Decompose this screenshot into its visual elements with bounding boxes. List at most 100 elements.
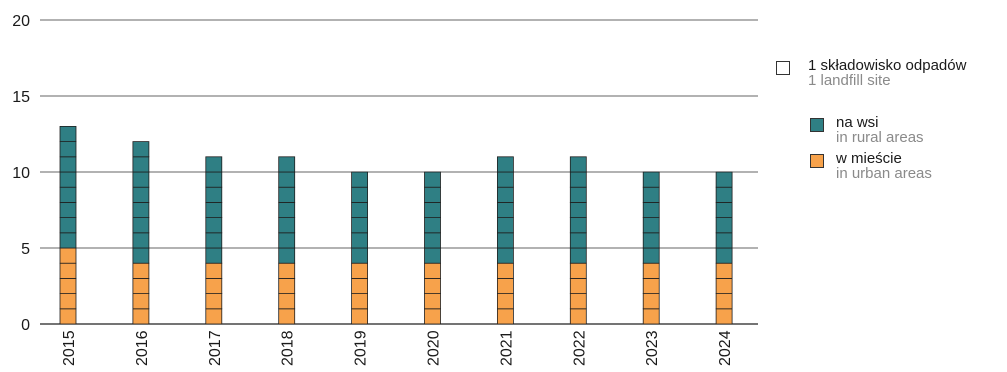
bar-unit-square [496, 308, 514, 325]
bar-unit-square [205, 277, 223, 294]
x-tick-label: 2018 [280, 330, 297, 366]
bar-unit-square [569, 171, 587, 188]
bar-unit-square [642, 201, 660, 218]
bar-unit-square [132, 171, 150, 188]
bar-unit-square [715, 232, 733, 249]
bar-unit-square [496, 201, 514, 218]
x-tick-label: 2023 [644, 330, 661, 366]
legend-swatch-urban [810, 154, 824, 168]
bar-unit-square [496, 262, 514, 279]
bar-unit-square [278, 262, 296, 279]
bar-unit-square [642, 293, 660, 310]
y-tick-label: 10 [12, 165, 30, 182]
bar-unit-square [424, 262, 441, 279]
y-tick-label: 5 [21, 241, 30, 258]
bar-unit-square [59, 217, 77, 234]
bar-unit-square [715, 201, 733, 218]
bar-unit-square [132, 232, 150, 249]
bar-unit-square [278, 201, 296, 218]
legend-item-rural: na wsi in rural areas [810, 115, 924, 145]
bar-unit-square [424, 232, 441, 249]
bar-unit-square [132, 141, 150, 158]
y-tick-label: 0 [21, 317, 30, 334]
bar-unit-square [424, 186, 441, 203]
bar-unit-square [278, 293, 296, 310]
bar-unit-square [424, 308, 441, 325]
bar-unit-square [569, 277, 587, 294]
bar-unit-square [205, 293, 223, 310]
bar-unit-square [569, 217, 587, 234]
bar-unit-square [351, 217, 369, 234]
legend-unit: 1 składowisko odpadów 1 landfill site [776, 58, 966, 88]
tick-layer: 0 5 10 15 20 2015 2016 2017 2018 2019 2020 2021 2022… [12, 13, 734, 366]
bar-unit-square [715, 262, 733, 279]
x-tick-label: 2016 [134, 330, 151, 366]
bar-unit-square [132, 308, 150, 325]
bar-unit-square [424, 201, 441, 218]
legend-unit-label: 1 składowisko odpadów [808, 57, 967, 74]
y-tick-label: 20 [12, 13, 30, 30]
bar-unit-square [569, 201, 587, 218]
bar-unit-square [59, 171, 77, 188]
legend-label-urban: w mieście [836, 150, 902, 167]
bar-unit-square [642, 262, 660, 279]
bar-unit-square [715, 247, 733, 264]
y-tick-label: 15 [12, 89, 30, 106]
bar-unit-square [205, 156, 223, 173]
bar-unit-square [642, 247, 660, 264]
x-tick-label: 2017 [207, 330, 224, 366]
bar-unit-square [278, 277, 296, 294]
x-tick-label: 2024 [717, 330, 734, 366]
bar-unit-square [205, 247, 223, 264]
bar-unit-square [59, 308, 77, 325]
bar-unit-square [496, 171, 514, 188]
bar-unit-square [132, 186, 150, 203]
bar-unit-square [424, 293, 441, 310]
bar-unit-square [569, 293, 587, 310]
grid-layer [40, 19, 758, 325]
bar-unit-square [132, 293, 150, 310]
bar-unit-square [642, 171, 660, 188]
bar-unit-square [424, 277, 441, 294]
bar-unit-square [424, 247, 441, 264]
bar-unit-square [278, 186, 296, 203]
bar-unit-square [569, 232, 587, 249]
bar-unit-square [642, 308, 660, 325]
bar-unit-square [205, 217, 223, 234]
bar-unit-square [132, 156, 150, 173]
bar-unit-square [496, 247, 514, 264]
bar-unit-square [569, 262, 587, 279]
bar-unit-square [496, 156, 514, 173]
bar-unit-square [715, 217, 733, 234]
x-tick-label: 2019 [353, 330, 370, 366]
bar-unit-square [642, 277, 660, 294]
legend-label-rural: na wsi [836, 114, 879, 131]
bar-unit-square [642, 186, 660, 203]
bar-unit-square [205, 308, 223, 325]
bar-unit-square [132, 217, 150, 234]
legend-unit-square [776, 61, 790, 75]
bar-unit-square [351, 293, 369, 310]
bar-unit-square [496, 217, 514, 234]
bar-unit-square [715, 293, 733, 310]
bar-unit-square [205, 171, 223, 188]
bar-unit-square [351, 186, 369, 203]
bar-unit-square [205, 186, 223, 203]
bar-unit-square [496, 232, 514, 249]
bar-unit-square [715, 308, 733, 325]
x-tick-label: 2022 [571, 330, 588, 366]
bar-unit-square [59, 293, 77, 310]
bar-unit-square [715, 277, 733, 294]
bar-unit-square [351, 277, 369, 294]
bar-unit-square [132, 201, 150, 218]
bar-unit-square [424, 171, 441, 188]
bar-unit-square [278, 156, 296, 173]
legend-label-urban-en: in urban areas [836, 165, 932, 182]
bar-unit-square [59, 141, 77, 158]
bar-unit-square [496, 186, 514, 203]
bar-unit-square [132, 262, 150, 279]
bar-unit-square [59, 201, 77, 218]
bar-unit-square [569, 156, 587, 173]
bar-unit-square [278, 232, 296, 249]
